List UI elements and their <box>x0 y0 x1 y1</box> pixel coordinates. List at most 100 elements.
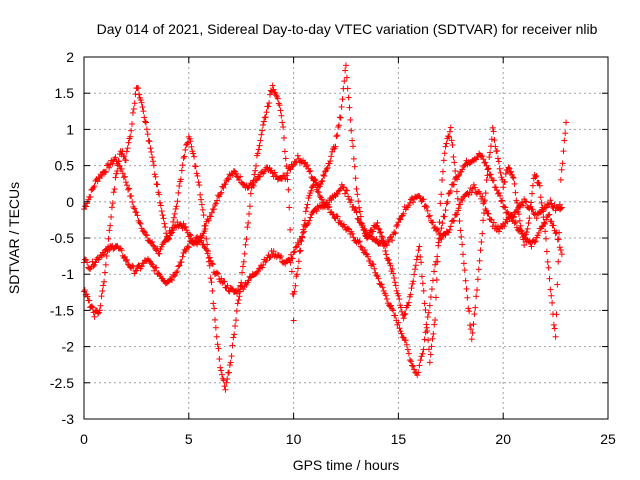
data-point <box>102 261 109 268</box>
data-point <box>398 308 405 315</box>
data-point <box>214 197 221 204</box>
data-point <box>434 253 441 260</box>
x-tick-label: 5 <box>185 431 193 447</box>
data-point <box>550 321 557 328</box>
data-point <box>467 322 474 329</box>
data-point <box>308 187 315 194</box>
data-point <box>203 235 210 242</box>
data-point <box>141 114 148 121</box>
data-point <box>228 353 235 360</box>
data-point <box>124 145 131 152</box>
data-point <box>224 282 231 289</box>
data-point <box>123 182 130 189</box>
data-point <box>379 234 386 241</box>
data-point <box>423 204 430 211</box>
data-point <box>448 137 455 144</box>
data-point <box>235 296 242 303</box>
data-point <box>215 345 222 352</box>
data-point <box>464 294 471 301</box>
data-point <box>345 193 352 200</box>
data-point <box>246 203 253 210</box>
data-point <box>220 184 227 191</box>
data-point <box>424 327 431 334</box>
data-point <box>251 171 258 178</box>
data-point <box>457 227 464 234</box>
data-point <box>371 265 378 272</box>
data-point <box>346 104 353 111</box>
data-point <box>105 235 112 242</box>
data-point <box>277 107 284 114</box>
data-point <box>304 162 311 169</box>
data-point <box>359 222 366 229</box>
data-point <box>548 200 555 207</box>
data-point <box>186 231 193 238</box>
data-point <box>468 336 475 343</box>
data-point <box>348 197 355 204</box>
data-point <box>212 316 218 323</box>
data-point <box>184 243 191 250</box>
data-point <box>173 269 180 276</box>
data-point <box>134 212 141 219</box>
data-point <box>412 262 419 269</box>
data-point <box>280 134 287 141</box>
data-point <box>343 62 349 69</box>
data-point <box>152 173 159 180</box>
data-point <box>106 164 113 171</box>
data-point <box>182 146 189 153</box>
data-point <box>151 267 158 274</box>
data-point <box>344 187 351 194</box>
data-point <box>340 221 347 228</box>
data-point <box>257 173 264 180</box>
data-point <box>524 225 531 232</box>
data-point <box>121 153 128 160</box>
data-point <box>462 277 469 284</box>
data-point <box>438 236 445 243</box>
data-point <box>200 212 207 219</box>
data-point <box>256 142 263 149</box>
data-point <box>428 343 435 350</box>
data-point <box>274 95 281 102</box>
data-point <box>259 127 266 134</box>
data-point <box>267 91 274 98</box>
data-point <box>393 223 400 230</box>
data-point <box>456 172 463 179</box>
data-point <box>218 367 225 374</box>
data-point <box>378 281 385 288</box>
data-point <box>470 181 477 188</box>
data-point <box>161 220 168 227</box>
data-point <box>403 341 410 348</box>
data-point <box>187 138 194 145</box>
data-point <box>229 342 236 349</box>
data-point <box>426 359 433 366</box>
data-point <box>378 233 385 240</box>
data-point <box>435 239 442 246</box>
data-point <box>231 331 238 338</box>
data-point <box>476 257 483 264</box>
data-point <box>308 174 315 181</box>
data-point <box>496 165 503 172</box>
data-point <box>357 243 364 250</box>
y-tick-label: 0.5 <box>55 158 75 174</box>
data-point <box>262 258 269 265</box>
data-point <box>193 234 200 241</box>
data-point <box>193 170 200 177</box>
data-point <box>420 346 427 353</box>
data-point <box>420 287 427 294</box>
data-point <box>290 317 297 324</box>
data-point <box>513 197 520 204</box>
y-tick-label: 1.5 <box>55 85 75 101</box>
data-point <box>282 155 289 162</box>
data-point <box>556 229 563 236</box>
data-point <box>547 286 554 293</box>
data-point <box>153 264 160 271</box>
data-point <box>191 153 198 160</box>
data-point <box>424 207 431 214</box>
x-tick-label: 10 <box>286 431 302 447</box>
data-point <box>445 133 452 140</box>
data-point <box>485 210 492 217</box>
data-point <box>204 241 211 248</box>
data-point <box>490 177 497 184</box>
data-point <box>205 258 212 265</box>
data-point <box>306 192 313 199</box>
data-point <box>460 251 467 258</box>
